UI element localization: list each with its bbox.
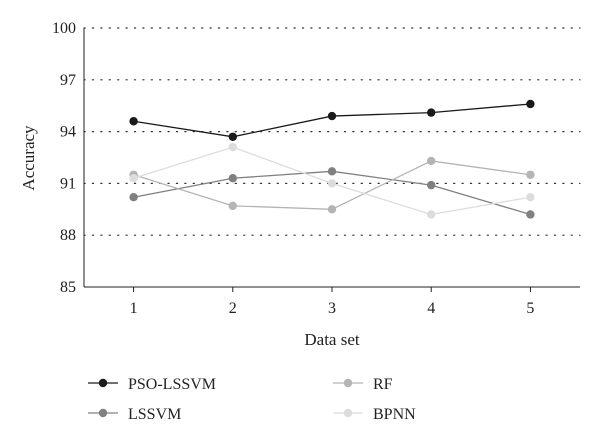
legend-label: RF [373, 376, 393, 393]
data-point [427, 180, 436, 190]
legend-item-rf: RF [333, 376, 393, 393]
data-point [129, 174, 138, 183]
x-tick-label: 4 [427, 300, 435, 317]
legend-label: LSSVM [128, 406, 181, 423]
series-lssvm [129, 167, 535, 219]
data-point [526, 193, 535, 202]
legend-item-bpnn: BPNN [333, 406, 416, 423]
data-point [526, 99, 535, 109]
data-point [526, 210, 535, 219]
legend: PSO-LSSVM LSSVM RF BPNN [88, 376, 416, 423]
data-point [427, 156, 436, 166]
data-point [228, 201, 237, 211]
x-tick-labels: 1 2 3 4 5 [130, 287, 534, 317]
series-bpnn [129, 142, 535, 219]
legend-marker [343, 378, 353, 388]
data-point [327, 167, 337, 176]
data-series [129, 99, 535, 219]
data-point [327, 179, 337, 188]
legend-marker [98, 378, 108, 388]
data-point [129, 117, 138, 126]
series-pso-lssvm [129, 99, 535, 141]
y-tick-label: 91 [60, 175, 76, 192]
data-point [427, 210, 436, 219]
y-tick-label: 88 [60, 227, 76, 244]
data-point [228, 174, 237, 183]
legend-label: PSO-LSSVM [128, 376, 216, 393]
data-point [129, 193, 138, 202]
legend-item-lssvm: LSSVM [88, 406, 181, 423]
y-tick-label: 94 [60, 124, 76, 141]
y-tick-label: 97 [60, 72, 76, 89]
data-point [228, 132, 237, 141]
axes [83, 28, 580, 288]
y-tick-labels: 85 88 91 94 97 100 [52, 20, 76, 296]
y-tick-label: 100 [52, 20, 76, 37]
x-tick-label: 3 [328, 300, 336, 317]
legend-item-pso-lssvm: PSO-LSSVM [88, 376, 216, 393]
data-point [327, 111, 337, 121]
y-axis-label: Accuracy [19, 125, 38, 191]
x-axis-label: Data set [304, 330, 360, 349]
data-point [228, 142, 237, 152]
data-point [526, 170, 535, 179]
legend-label: BPNN [373, 406, 416, 423]
data-point [327, 205, 337, 214]
x-tick-label: 2 [229, 300, 237, 317]
x-tick-label: 5 [526, 300, 534, 317]
y-tick-label: 85 [60, 279, 76, 296]
x-tick-label: 1 [130, 300, 138, 317]
gridlines [83, 27, 581, 236]
data-point [427, 108, 436, 117]
legend-marker [98, 408, 108, 418]
legend-marker [343, 408, 353, 418]
